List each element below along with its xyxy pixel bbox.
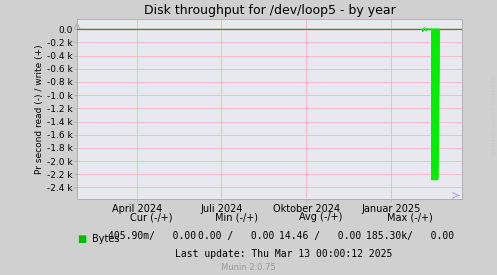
Title: Disk throughput for /dev/loop5 - by year: Disk throughput for /dev/loop5 - by year xyxy=(144,4,396,17)
Text: Min (-/+): Min (-/+) xyxy=(215,212,257,222)
Y-axis label: Pr second read (-) / write (+): Pr second read (-) / write (+) xyxy=(35,45,44,174)
Text: Bytes: Bytes xyxy=(92,234,119,244)
Text: Last update: Thu Mar 13 00:00:12 2025: Last update: Thu Mar 13 00:00:12 2025 xyxy=(174,249,392,259)
Text: ■: ■ xyxy=(77,234,86,244)
Text: Avg (-/+): Avg (-/+) xyxy=(299,212,342,222)
Text: 14.46 /   0.00: 14.46 / 0.00 xyxy=(279,231,362,241)
Text: Munin 2.0.75: Munin 2.0.75 xyxy=(221,263,276,272)
Text: Cur (-/+): Cur (-/+) xyxy=(130,212,173,222)
Text: Max (-/+): Max (-/+) xyxy=(387,212,433,222)
Text: 0.00 /   0.00: 0.00 / 0.00 xyxy=(198,231,274,241)
Text: 405.90m/   0.00: 405.90m/ 0.00 xyxy=(107,231,196,241)
Text: RRDTOOL / TOBI OETIKER: RRDTOOL / TOBI OETIKER xyxy=(490,75,495,156)
Text: 185.30k/   0.00: 185.30k/ 0.00 xyxy=(366,231,454,241)
